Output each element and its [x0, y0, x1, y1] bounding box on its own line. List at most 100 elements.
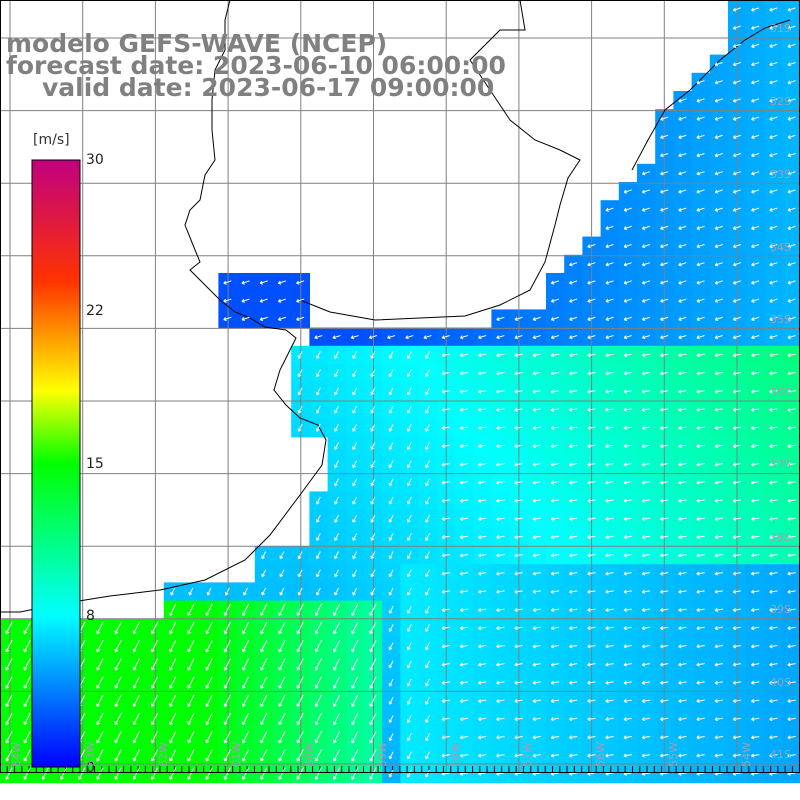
wind-arrow: [732, 498, 742, 503]
wind-arrow: [496, 535, 505, 540]
wind-arrow: [223, 749, 231, 762]
wind-arrow: [332, 767, 341, 780]
wind-arrow: [314, 603, 322, 616]
wind-arrow: [352, 442, 358, 450]
wind-arrow: [23, 731, 31, 744]
wind-arrow: [278, 731, 286, 744]
wind-arrow: [223, 603, 231, 616]
wind-arrow: [23, 749, 31, 762]
wind-arrow: [751, 98, 760, 103]
wind-arrow: [769, 626, 778, 631]
wind-arrow: [751, 134, 760, 139]
wind-arrow: [205, 621, 213, 635]
wind-arrow: [388, 496, 394, 505]
wind-arrow: [732, 225, 742, 230]
wind-arrow: [605, 535, 614, 540]
wind-arrow: [352, 551, 358, 560]
wind-arrow: [388, 533, 394, 541]
wind-arrow: [660, 225, 669, 230]
wind-arrow: [787, 152, 796, 158]
wind-arrow: [696, 571, 705, 576]
wind-arrow: [296, 640, 304, 653]
wind-arrow: [660, 116, 669, 121]
wind-arrow: [23, 694, 31, 707]
wind-arrow: [334, 478, 339, 487]
wind-arrow: [587, 516, 596, 521]
wind-arrow: [751, 243, 760, 249]
wind-arrow: [732, 644, 742, 649]
wind-arrow: [696, 371, 705, 376]
wind-arrow: [660, 644, 669, 649]
wind-arrow: [641, 189, 651, 194]
wind-arrow: [370, 423, 376, 432]
wind-arrow: [787, 98, 796, 103]
wind-arrow: [496, 717, 505, 722]
wind-arrow: [406, 587, 412, 596]
wind-arrow: [623, 280, 632, 285]
wind-arrow: [187, 749, 195, 762]
wind-arrow: [751, 152, 760, 158]
wind-arrow: [678, 535, 687, 540]
wind-arrow: [678, 680, 687, 685]
wind-arrow: [696, 717, 705, 722]
wind-arrow: [478, 516, 487, 521]
wind-arrow: [678, 171, 687, 176]
wind-arrow: [315, 514, 321, 523]
wind-arrow: [478, 717, 487, 722]
wind-arrow: [406, 551, 412, 560]
wind-arrow: [569, 662, 578, 667]
wind-arrow: [352, 496, 358, 505]
wind-arrow: [261, 569, 267, 578]
wind-arrow: [678, 753, 687, 758]
wind-arrow: [514, 662, 523, 667]
wind-arrow: [205, 749, 213, 762]
wind-arrow: [314, 694, 322, 707]
wind-arrow: [5, 767, 13, 780]
wind-arrow: [569, 753, 578, 758]
wind-arrow: [314, 767, 322, 780]
wind-arrow: [641, 480, 651, 485]
wind-arrow: [787, 498, 796, 503]
wind-arrow: [241, 694, 250, 707]
wind-arrow: [441, 753, 450, 758]
wind-arrow: [714, 334, 723, 340]
wind-arrow: [751, 189, 760, 194]
wind-arrow: [714, 171, 723, 176]
wind-arrow: [514, 407, 523, 412]
wind-arrow: [550, 425, 560, 430]
wind-arrow: [532, 680, 541, 685]
wind-arrow: [425, 642, 430, 651]
wind-arrow: [550, 389, 560, 394]
wind-arrow: [769, 680, 778, 685]
wind-arrow: [169, 676, 177, 689]
wind-arrow: [751, 43, 760, 48]
lon-label: 54W: [740, 742, 753, 767]
wind-arrow: [187, 621, 195, 635]
wind-arrow: [459, 516, 469, 521]
wind-arrow: [459, 571, 469, 576]
wind-arrow: [641, 353, 651, 358]
wind-arrow: [751, 644, 760, 649]
wind-arrow: [587, 262, 596, 267]
wind-arrow: [641, 680, 651, 685]
wind-arrow: [370, 405, 376, 414]
wind-arrow: [787, 207, 796, 212]
wind-arrow: [496, 626, 505, 631]
wind-arrow: [769, 353, 778, 358]
wind-arrow: [496, 316, 505, 321]
wind-arrow: [641, 207, 651, 212]
wind-arrow: [532, 717, 541, 722]
wind-arrow: [406, 405, 412, 414]
wind-arrow: [714, 61, 723, 67]
wind-arrow: [388, 387, 394, 396]
wind-arrow: [605, 480, 614, 485]
wind-arrow: [23, 658, 31, 671]
wind-arrow: [732, 116, 742, 121]
wind-arrow: [514, 334, 523, 340]
wind-arrow: [787, 644, 796, 649]
wind-arrow: [296, 767, 304, 780]
wind-arrow: [405, 334, 414, 340]
colorbar-unit: [m/s]: [33, 132, 70, 148]
wind-arrow: [732, 80, 742, 85]
wind-arrow: [351, 767, 359, 780]
